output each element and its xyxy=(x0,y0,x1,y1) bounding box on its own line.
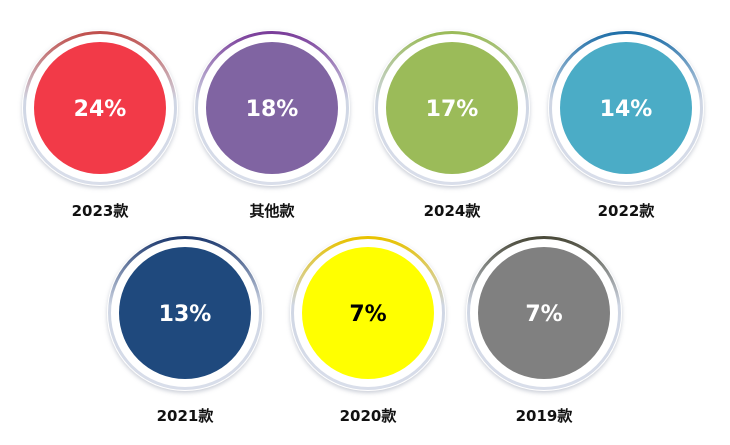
share-disc xyxy=(34,42,166,174)
model-year-label: 2019款 xyxy=(516,407,574,425)
share-value: 24% xyxy=(74,97,127,122)
share-value: 7% xyxy=(525,302,562,327)
model-year-label: 2024款 xyxy=(424,202,482,220)
share-disc xyxy=(478,247,610,379)
ring xyxy=(467,236,621,390)
ring xyxy=(291,236,445,390)
model-year-label: 2020款 xyxy=(340,407,398,425)
share-disc xyxy=(560,42,692,174)
share-value: 14% xyxy=(600,97,653,122)
ring xyxy=(108,236,262,390)
item-4: 13% 2021款 xyxy=(107,235,263,425)
share-disc xyxy=(302,247,434,379)
model-year-label: 2023款 xyxy=(72,202,130,220)
item-5: 7% 2020款 xyxy=(290,235,446,425)
ring xyxy=(549,31,703,185)
model-year-label: 其他款 xyxy=(249,202,295,220)
item-1: 18% 其他款 xyxy=(194,30,350,220)
model-year-label: 2022款 xyxy=(598,202,656,220)
share-disc xyxy=(119,247,251,379)
ring xyxy=(195,31,349,185)
share-value: 13% xyxy=(159,302,212,327)
ring xyxy=(23,31,177,185)
share-value: 7% xyxy=(349,302,386,327)
ring xyxy=(375,31,529,185)
model-year-label: 2021款 xyxy=(157,407,215,425)
share-disc xyxy=(386,42,518,174)
item-6: 7% 2019款 xyxy=(466,235,622,425)
share-disc xyxy=(206,42,338,174)
item-3: 14% 2022款 xyxy=(548,30,704,220)
share-value: 17% xyxy=(426,97,479,122)
item-0: 24% 2023款 xyxy=(22,30,178,220)
item-2: 17% 2024款 xyxy=(374,30,530,220)
share-value: 18% xyxy=(246,97,299,122)
